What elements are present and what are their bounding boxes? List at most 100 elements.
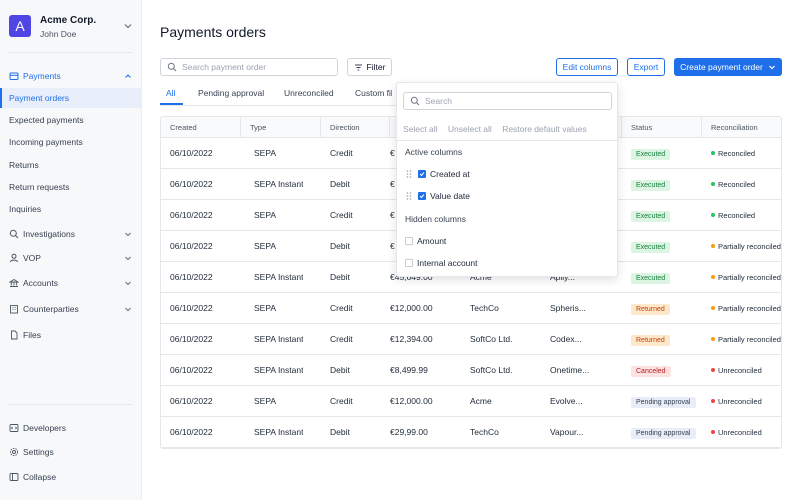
cell-direction: Credit [330, 396, 353, 406]
sidebar-item-inquiries[interactable]: Inquiries [0, 199, 142, 219]
search-icon [410, 96, 420, 106]
user-name: John Doe [40, 29, 77, 39]
sidebar-item-returns[interactable]: Returns [0, 155, 142, 175]
drag-handle-icon[interactable] [405, 169, 413, 179]
payments-icon [9, 72, 19, 80]
sidebar-item-label: VOP [23, 253, 41, 263]
table-row[interactable]: 06/10/2022 SEPA Instant Debit €45,649.00 Acm… [161, 262, 781, 293]
cell-created: 06/10/2022 [170, 272, 213, 282]
checkbox-unchecked[interactable] [405, 237, 413, 245]
checkbox-unchecked[interactable] [405, 259, 413, 267]
cell-type: SEPA Instant [254, 272, 304, 282]
search-input[interactable] [182, 62, 332, 72]
cell-description: Spheris... [550, 303, 586, 313]
tab-pending-approval[interactable]: Pending approval [198, 88, 265, 98]
export-button[interactable]: Export [627, 58, 665, 76]
building-icon [10, 305, 18, 314]
reconciliation-label: Reconciled [718, 211, 756, 220]
column-option-value-date[interactable]: Value date [405, 189, 470, 203]
column-header-reconciliation[interactable]: Reconciliation [711, 123, 758, 132]
cell-type: SEPA Instant [254, 365, 304, 375]
column-option-amount[interactable]: Amount [405, 234, 446, 248]
tabs-underline [160, 105, 396, 106]
cell-direction: Debit [330, 365, 350, 375]
sidebar-item-files[interactable]: Files [0, 325, 142, 345]
cell-counterparty: Acme [470, 272, 492, 282]
sidebar-divider [9, 404, 132, 405]
cell-type: SEPA [254, 303, 277, 313]
cell-amount: € [390, 210, 395, 220]
table-body: 06/10/2022 SEPA Credit € Executed Reconciled 0… [161, 138, 781, 448]
sidebar-item-payment-orders[interactable]: Payment orders [0, 88, 142, 108]
sidebar-item-label: Returns [9, 160, 39, 170]
table-row[interactable]: 06/10/2022 SEPA Credit €12,000.00 TechCo Sphe… [161, 293, 781, 324]
cell-type: SEPA Instant [254, 334, 304, 344]
gear-icon [9, 447, 19, 457]
reconciliation-label: Unreconciled [718, 428, 762, 437]
cell-reconciliation: Unreconciled [711, 355, 762, 386]
cell-amount: €12,000.00 [390, 303, 433, 313]
sidebar: A Acme Corp. John Doe Payments Payment o… [0, 0, 142, 500]
drag-handle-icon[interactable] [405, 191, 413, 201]
checkbox-checked[interactable] [418, 192, 426, 200]
select-all-button[interactable]: Select all [403, 124, 438, 134]
payment-order-search[interactable] [160, 58, 338, 76]
cell-counterparty: SoftCo Ltd. [470, 334, 513, 344]
sidebar-item-accounts[interactable]: Accounts [0, 273, 142, 293]
column-header-description[interactable] [550, 117, 622, 138]
column-header-direction[interactable]: Direction [321, 117, 390, 138]
sidebar-item-return-requests[interactable]: Return requests [0, 177, 142, 197]
tab-all[interactable]: All [160, 88, 183, 105]
sidebar-item-incoming-payments[interactable]: Incoming payments [0, 132, 142, 152]
cell-reconciliation: Reconciled [711, 138, 755, 169]
column-header-type[interactable]: Type [241, 117, 321, 138]
column-search[interactable] [403, 92, 612, 110]
table-row[interactable]: 06/10/2022 SEPA Instant Credit €12,394.00 So… [161, 324, 781, 355]
create-payment-order-button[interactable]: Create payment order [674, 58, 782, 76]
cell-type: SEPA [254, 148, 277, 158]
sidebar-item-settings[interactable]: Settings [0, 442, 142, 462]
table-row[interactable]: 06/10/2022 SEPA Credit €12,000.00 Acme Evolve… [161, 386, 781, 417]
sidebar-item-label: Incoming payments [9, 137, 83, 147]
column-search-input[interactable] [425, 96, 605, 106]
unselect-all-button[interactable]: Unselect all [447, 124, 492, 134]
sidebar-item-label: Inquiries [9, 204, 42, 214]
sidebar-item-counterparties[interactable]: Counterparties [0, 299, 142, 319]
status-dot-icon [711, 275, 715, 280]
sidebar-section-payments[interactable]: Payments [0, 66, 142, 86]
column-option-created-at[interactable]: Created at [405, 167, 470, 181]
chevron-down-icon [124, 24, 132, 29]
status-badge: Executed [631, 149, 671, 160]
tab-custom-filter[interactable]: Custom filt [355, 88, 392, 98]
filter-icon [354, 64, 362, 70]
column-header-status[interactable]: Status [622, 117, 702, 138]
edit-columns-button[interactable]: Edit columns [556, 58, 618, 76]
column-option-label: Internal account [417, 258, 478, 268]
cell-type: SEPA [254, 210, 277, 220]
column-option-internal-account[interactable]: Internal account [405, 256, 477, 270]
search-icon [167, 62, 177, 72]
table-row[interactable]: 06/10/2022 SEPA Instant Debit €8,499.99 Soft… [161, 355, 781, 386]
sidebar-item-collapse[interactable]: Collapse [0, 467, 142, 487]
table-row[interactable]: 06/10/2022 SEPA Instant Debit €29,99.00 Tech… [161, 417, 781, 448]
tab-unreconciled[interactable]: Unreconciled [284, 88, 334, 98]
sidebar-item-expected-payments[interactable]: Expected payments [0, 110, 142, 130]
cell-created: 06/10/2022 [170, 365, 213, 375]
sidebar-item-developers[interactable]: Developers [0, 418, 142, 438]
cell-direction: Debit [330, 272, 350, 282]
reconciliation-label: Partially reconciled [718, 273, 781, 282]
org-switcher[interactable]: A Acme Corp. John Doe [9, 13, 133, 41]
cell-direction: Credit [330, 303, 353, 313]
sidebar-item-investigations[interactable]: Investigations [0, 224, 142, 244]
filter-button[interactable]: Filter [347, 58, 392, 76]
cell-created: 06/10/2022 [170, 303, 213, 313]
column-header-created[interactable]: Created [161, 117, 241, 138]
sidebar-item-vop[interactable]: VOP [0, 248, 142, 268]
checkbox-checked[interactable] [418, 170, 426, 178]
sidebar-section-label: Payments [23, 71, 61, 81]
cell-created: 06/10/2022 [170, 334, 213, 344]
restore-defaults-button[interactable]: Restore default values [502, 124, 587, 134]
cell-counterparty: SoftCo Ltd. [470, 365, 513, 375]
sidebar-item-label: Developers [23, 423, 66, 433]
filter-tabs: All Pending approval Unreconciled Custom… [160, 88, 392, 105]
